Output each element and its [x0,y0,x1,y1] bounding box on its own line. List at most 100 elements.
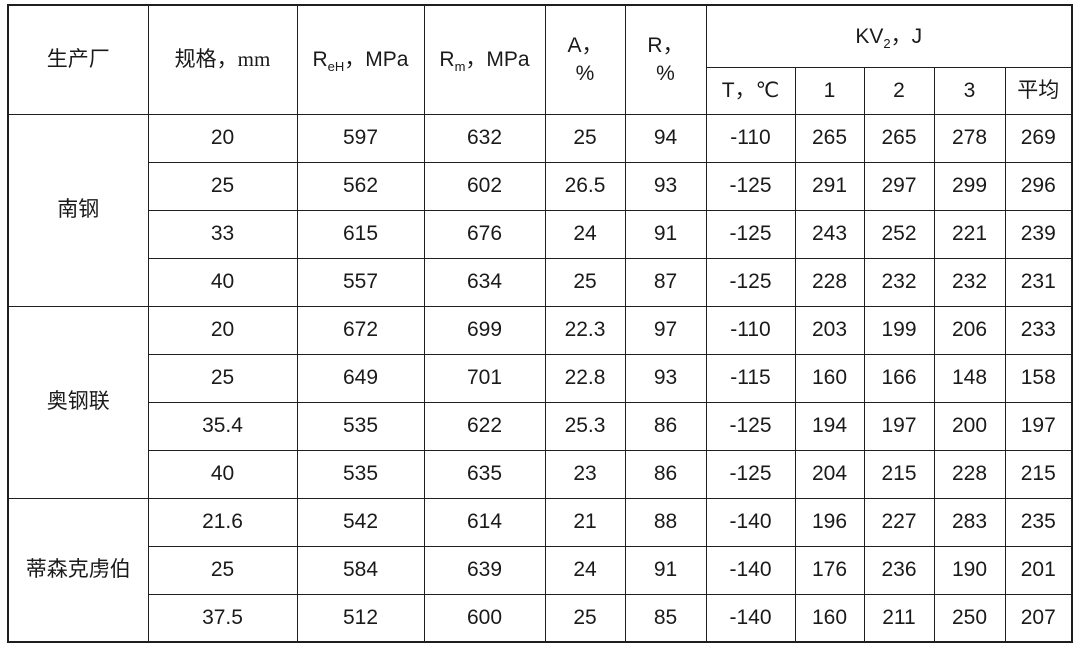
cell-kv3: 206 [933,305,1006,355]
cell-reh: 615 [296,209,425,259]
cell-spec: 40 [147,257,298,307]
cell-kv2: 232 [863,257,935,307]
cell-spec: 20 [147,113,298,163]
header-row-top: 生产厂 规格，mm ReH，MPa Rm，MPa A，% R，% KV2，J [7,4,1073,115]
a-line1: A， [567,34,603,58]
header-kv-1: 1 [794,66,865,115]
cell-a: 24 [544,545,626,595]
table-row: 33 615 676 24 91 -125 243 252 221 239 [8,209,1073,259]
rm-base: R [439,48,455,72]
a-line2: % [575,61,595,85]
cell-kv1: 265 [794,113,865,163]
table-row: 40 535 635 23 86 -125 204 215 228 215 [8,449,1073,499]
header-kv-3: 3 [933,66,1006,115]
cell-spec: 21.6 [147,497,298,547]
cell-rm: 701 [423,353,546,403]
cell-r: 91 [624,545,707,595]
cell-kv3: 221 [933,209,1006,259]
cell-temperature: -140 [705,545,796,595]
reh-subscript: eH [327,59,345,75]
cell-kv3: 283 [933,497,1006,547]
header-row-bottom: T，℃ 1 2 3 平均 [8,66,1073,115]
r-line2: % [656,61,675,85]
cell-kv-average: 158 [1004,353,1073,403]
cell-a: 25.3 [544,401,626,451]
cell-kv2: 227 [863,497,935,547]
cell-reh: 584 [296,545,425,595]
cell-kv2: 215 [863,449,935,499]
cell-kv1: 243 [794,209,865,259]
table-row: 奥钢联 20 672 699 22.3 97 -110 203 199 206 … [7,305,1073,499]
table-row: 25 562 602 26.5 93 -125 291 297 299 296 [8,161,1073,211]
manufacturer-cell: 南钢 [7,113,149,307]
cell-kv1: 194 [794,401,865,451]
cell-r: 94 [624,113,707,163]
cell-a: 22.8 [544,353,626,403]
cell-reh: 542 [296,497,425,547]
cell-kv1: 203 [794,305,865,355]
reh-base: R [312,48,328,72]
cell-r: 87 [624,257,707,307]
cell-r: 88 [624,497,707,547]
cell-reh: 535 [296,449,425,499]
cell-kv3: 299 [933,161,1006,211]
cell-kv2: 297 [863,161,935,211]
cell-rm: 614 [423,497,546,547]
cell-r: 85 [624,593,707,643]
cell-temperature: -140 [705,497,796,547]
table-header: 生产厂 规格，mm ReH，MPa Rm，MPa A，% R，% KV2，J T… [7,4,1073,115]
table-row: 南钢 20 597 632 25 94 -110 265 265 278 269 [7,113,1073,307]
cell-kv1: 176 [794,545,865,595]
cell-temperature: -125 [705,161,796,211]
cell-temperature: -125 [705,257,796,307]
header-kv-average: 平均 [1004,66,1073,115]
cell-kv-average: 233 [1004,305,1073,355]
cell-r: 93 [624,161,707,211]
cell-temperature: -110 [705,305,796,355]
cell-rm: 639 [423,545,546,595]
cell-kv1: 160 [794,353,865,403]
cell-reh: 649 [296,353,425,403]
cell-a: 25 [544,113,626,163]
cell-kv2: 236 [863,545,935,595]
cell-spec: 25 [147,161,298,211]
cell-a: 25 [544,593,626,643]
cell-rm: 622 [423,401,546,451]
cell-kv1: 228 [794,257,865,307]
cell-kv2: 252 [863,209,935,259]
cell-kv-average: 215 [1004,449,1073,499]
header-reh: ReH，MPa [296,4,425,115]
cell-kv-average: 231 [1004,257,1073,307]
cell-kv2: 197 [863,401,935,451]
header-a: A，% [544,4,626,115]
header-temperature: T，℃ [705,66,796,115]
cell-kv3: 148 [933,353,1006,403]
header-r: R，% [624,4,707,115]
table-row: 25 584 639 24 91 -140 176 236 190 201 [8,545,1073,595]
header-manufacturer: 生产厂 [7,4,149,115]
cell-kv1: 291 [794,161,865,211]
table-row: 37.5 512 600 25 85 -140 160 211 250 207 [8,593,1073,643]
cell-spec: 25 [147,353,298,403]
header-kv-2: 2 [863,66,935,115]
cell-kv2: 265 [863,113,935,163]
cell-kv-average: 269 [1004,113,1073,163]
cell-a: 21 [544,497,626,547]
cell-spec: 35.4 [147,401,298,451]
cell-rm: 676 [423,209,546,259]
table-row: 35.4 535 622 25.3 86 -125 194 197 200 19… [8,401,1073,451]
cell-kv-average: 201 [1004,545,1073,595]
header-spec: 规格，mm [147,4,298,115]
rm-unit: ，MPa [465,48,530,72]
cell-kv2: 199 [863,305,935,355]
steel-properties-table: 生产厂 规格，mm ReH，MPa Rm，MPa A，% R，% KV2，J T… [7,4,1074,643]
cell-spec: 25 [147,545,298,595]
rm-subscript: m [454,59,466,75]
cell-a: 23 [544,449,626,499]
header-kv2: KV2，J [705,4,1073,68]
cell-a: 25 [544,257,626,307]
cell-r: 86 [624,401,707,451]
cell-kv-average: 207 [1004,593,1073,643]
cell-reh: 672 [296,305,425,355]
